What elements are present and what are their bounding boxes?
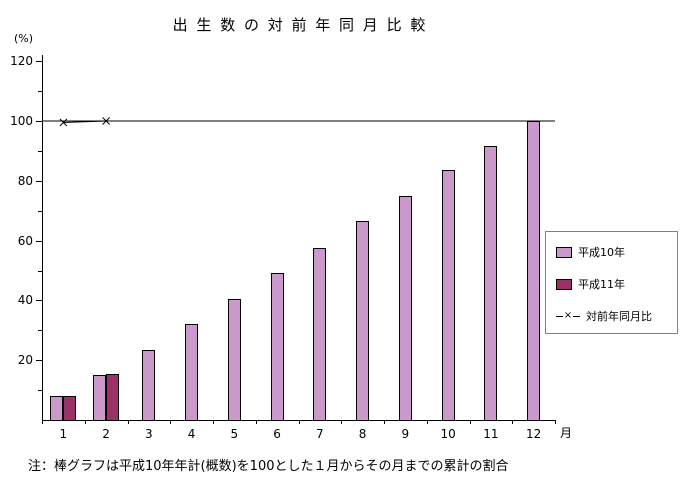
y-axis-tick — [38, 270, 42, 272]
legend-line-segment — [573, 315, 580, 317]
bar-h10-month-2 — [93, 375, 107, 421]
x-axis-tick — [469, 420, 471, 424]
legend-swatch-h11 — [556, 278, 572, 290]
legend-swatch-h10 — [556, 246, 572, 258]
bar-h10-month-12 — [527, 121, 541, 421]
ratio-x-marker — [102, 117, 110, 125]
y-axis-tick — [36, 61, 42, 63]
legend-label-h11: 平成11年 — [578, 278, 625, 291]
x-axis-category-label: 9 — [401, 427, 410, 441]
y-axis-tick — [38, 330, 42, 332]
y-axis-tick — [36, 360, 42, 362]
legend-item-ratio: × 対前年同月比 — [556, 309, 652, 323]
x-axis-category-label: 5 — [230, 427, 239, 441]
x-axis-tick — [426, 420, 428, 424]
y-axis-unit-label: (%) — [14, 32, 34, 45]
ratio-x-marker — [59, 118, 68, 127]
bar-h11-month-1 — [63, 396, 77, 421]
y-axis — [42, 55, 43, 421]
legend-line-marker-icon: × — [556, 311, 580, 321]
y-axis-tick — [38, 91, 42, 93]
x-axis-tick — [341, 420, 343, 424]
legend-x-marker: × — [563, 310, 573, 321]
y-axis-tick — [36, 121, 42, 122]
x-axis-tick — [127, 420, 129, 424]
bar-h10-month-1 — [50, 396, 64, 421]
legend-label-h10: 平成10年 — [578, 246, 625, 259]
x-axis-category-label: 6 — [273, 427, 281, 441]
footnote: 注：棒グラフは平成10年年計(概数)を100とした１月からその月までの累計の割合 — [28, 459, 509, 474]
x-axis-category-label: 11 — [483, 427, 499, 441]
bar-h10-month-9 — [398, 195, 412, 421]
legend: 平成10年 平成11年 × 対前年同月比 — [545, 231, 678, 334]
x-axis-category-label: 10 — [440, 427, 456, 441]
bar-h10-month-3 — [142, 349, 156, 421]
y-axis-tick-label: 60 — [17, 233, 33, 248]
bar-h10-month-4 — [185, 324, 199, 421]
bar-h10-month-8 — [356, 221, 370, 421]
y-axis-tick-label: 100 — [10, 114, 33, 128]
x-axis-tick — [170, 420, 172, 424]
bar-h10-month-5 — [227, 298, 241, 421]
x-axis-tick — [42, 420, 43, 424]
y-axis-tick-label: 120 — [10, 54, 33, 69]
y-axis-tick — [36, 240, 42, 242]
y-axis-tick-label: 20 — [17, 353, 33, 368]
x-axis-tick — [512, 420, 514, 424]
legend-label-ratio: 対前年同月比 — [586, 310, 652, 323]
x-axis-category-label: 3 — [145, 427, 153, 441]
chart-title: 出 生 数 の 対 前 年 同 月 比 較 — [172, 16, 428, 34]
x-axis-category-label: 8 — [358, 427, 367, 441]
x-axis-unit-label: 月 — [560, 426, 573, 440]
x-axis-category-label: 4 — [187, 427, 196, 441]
x-axis-category-label: 12 — [525, 427, 542, 441]
bar-h10-month-10 — [441, 170, 455, 421]
y-axis-tick — [36, 180, 42, 182]
legend-item-h11: 平成11年 — [556, 277, 625, 291]
y-axis-tick — [36, 300, 42, 302]
x-axis-category-label: 2 — [102, 427, 110, 441]
y-axis-tick — [38, 210, 42, 212]
bar-h10-month-11 — [484, 146, 498, 421]
bar-h10-month-7 — [313, 248, 327, 421]
legend-line-segment — [556, 315, 563, 317]
x-axis-tick — [384, 420, 385, 424]
bar-h11-month-2 — [106, 373, 120, 421]
x-axis-tick — [555, 420, 556, 424]
ratio-x-marker — [59, 118, 68, 127]
x-axis-tick — [298, 420, 300, 424]
y-axis-tick — [38, 150, 42, 152]
x-axis-category-label: 1 — [59, 427, 68, 441]
y-axis-tick-label: 80 — [17, 173, 33, 188]
ratio-x-marker — [102, 117, 110, 125]
y-axis-tick — [38, 390, 42, 392]
legend-item-h10: 平成10年 — [556, 245, 625, 259]
x-axis-category-label: 7 — [316, 427, 324, 441]
x-axis-tick — [84, 420, 86, 424]
y-axis-tick-label: 40 — [17, 293, 33, 308]
x-axis-tick — [213, 420, 214, 424]
bar-h10-month-6 — [270, 273, 284, 421]
x-axis-tick — [255, 420, 257, 424]
ratio-line-segment — [63, 120, 107, 123]
